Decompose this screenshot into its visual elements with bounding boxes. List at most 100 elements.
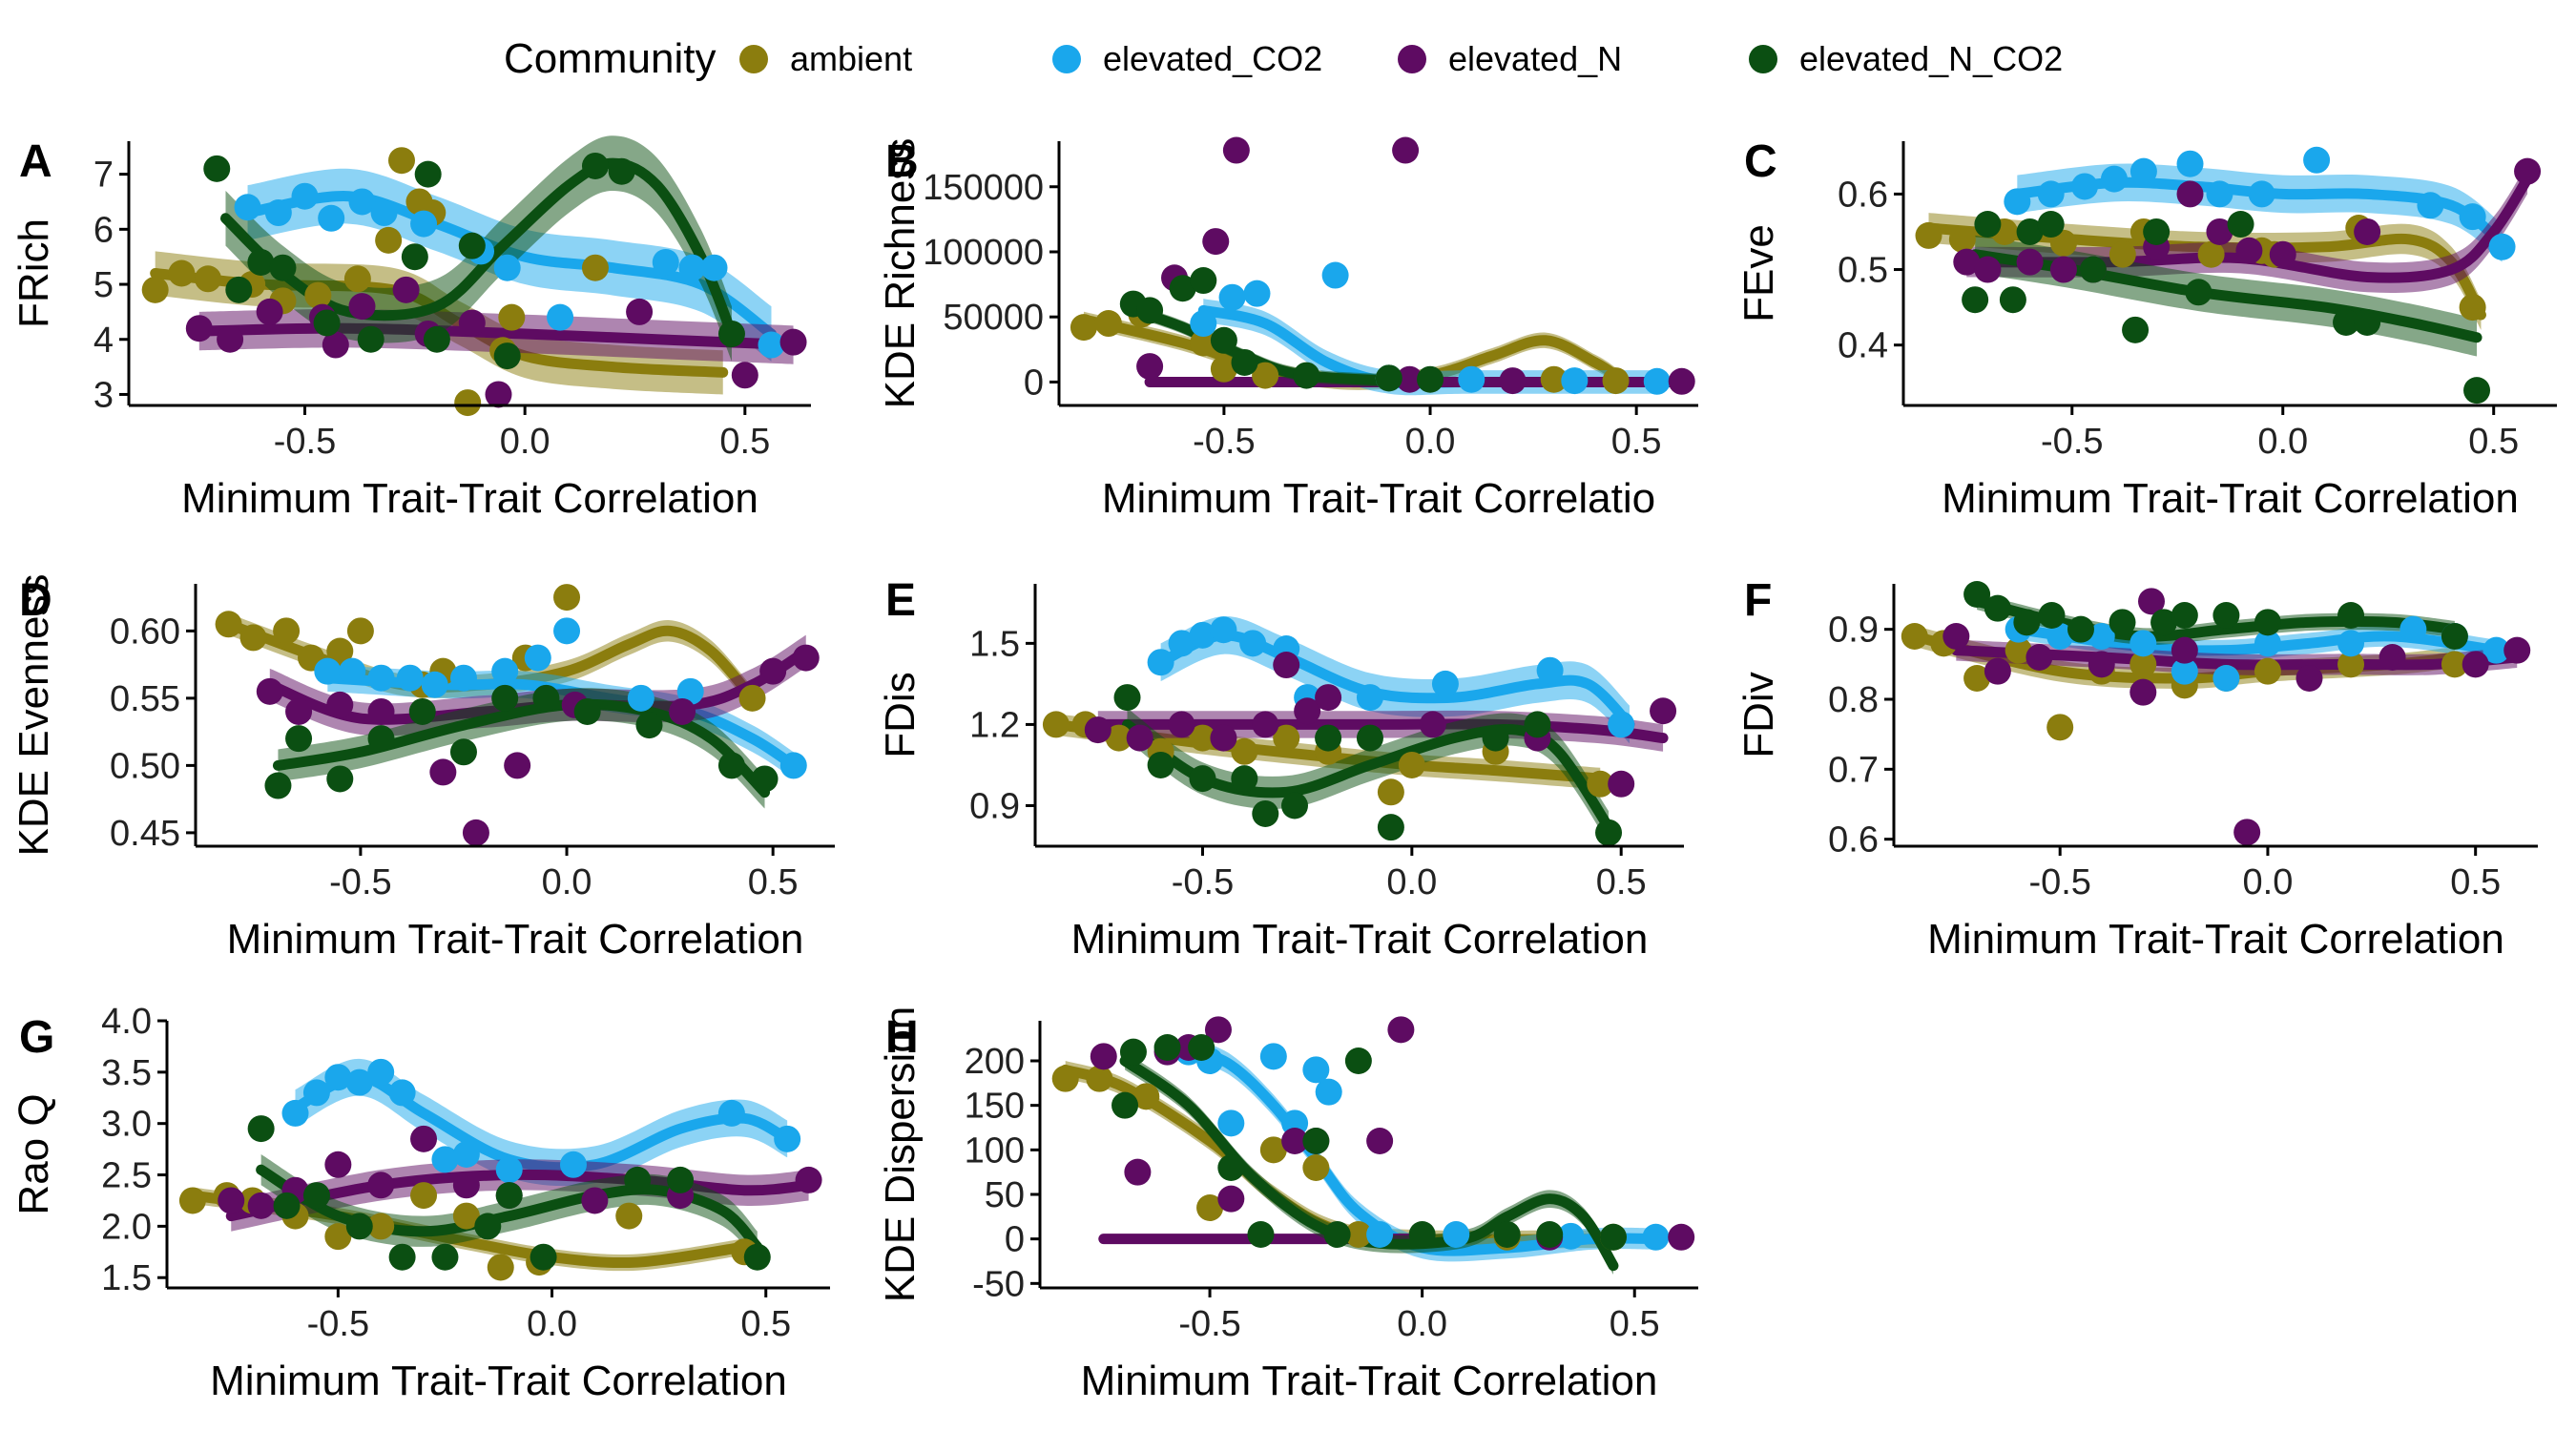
point-B-ambient-0 — [1070, 314, 1097, 342]
point-A-elevated_N-1 — [217, 325, 244, 353]
point-D-elevated_N-0 — [256, 677, 283, 705]
point-F-elevated_N-11 — [2503, 636, 2531, 664]
point-C-elevated_CO2-0 — [2004, 188, 2031, 216]
point-A-elevated_N_CO2-1 — [225, 276, 253, 303]
y-tick-label-A-3: 6 — [93, 210, 114, 250]
point-H-elevated_N-4 — [1204, 1016, 1232, 1044]
legend-title: Community — [504, 35, 717, 82]
point-A-elevated_N_CO2-4 — [313, 309, 341, 337]
point-D-elevated_CO2-2 — [367, 664, 395, 692]
x-tick-label-D-0: -0.5 — [329, 862, 391, 902]
panel-C: -0.5 0.0 0.5 0.4 0.5 0.6 Minimum Trait-Trait C… — [1735, 136, 2557, 522]
panel-E: -0.5 0.0 0.5 0.9 1.2 1.5 Minimum Trait-Trait C… — [877, 575, 1684, 963]
point-C-elevated_CO2-4 — [2129, 157, 2157, 185]
panel-label-C: C — [1744, 136, 1777, 187]
point-F-ambient-0 — [1901, 623, 1928, 650]
y-tick-label-G-2: 2.5 — [101, 1156, 152, 1196]
point-C-elevated_N_CO2-9 — [2227, 211, 2254, 238]
point-H-elevated_N_CO2-4 — [1217, 1154, 1245, 1181]
point-C-elevated_N-6 — [2176, 180, 2204, 208]
point-A-elevated_N_CO2-3 — [269, 254, 297, 281]
point-F-elevated_N_CO2-11 — [2441, 623, 2468, 650]
point-D-elevated_N_CO2-3 — [367, 725, 395, 753]
y-tick-label-B-1: 50000 — [943, 298, 1044, 338]
point-A-elevated_CO2-12 — [700, 254, 728, 281]
point-C-elevated_N-1 — [1974, 256, 2002, 283]
point-A-elevated_CO2-1 — [264, 199, 292, 227]
point-C-elevated_N-7 — [2206, 218, 2233, 245]
point-G-elevated_CO2-3 — [345, 1068, 373, 1096]
legend-key-ambient — [739, 45, 768, 73]
point-E-elevated_N-8 — [1419, 711, 1446, 738]
panel-label-H: H — [885, 1012, 919, 1063]
point-F-elevated_N_CO2-7 — [2171, 602, 2198, 629]
point-B-elevated_N_CO2-1 — [1136, 297, 1164, 324]
point-G-elevated_N_CO2-9 — [624, 1166, 652, 1193]
y-tick-label-F-3: 0.9 — [1828, 611, 1879, 651]
x-tick-label-G-0: -0.5 — [307, 1304, 369, 1344]
point-F-elevated_N_CO2-6 — [2150, 609, 2178, 636]
point-D-elevated_CO2-11 — [779, 752, 807, 779]
point-D-elevated_CO2-3 — [396, 664, 424, 692]
point-E-elevated_N_CO2-11 — [1595, 819, 1623, 846]
point-G-elevated_N-6 — [452, 1172, 480, 1199]
x-tick-label-G-1: 0.0 — [527, 1304, 577, 1344]
point-E-elevated_CO2-3 — [1210, 616, 1237, 644]
point-A-elevated_N-10 — [626, 298, 654, 325]
point-H-elevated_N-1 — [1124, 1158, 1152, 1186]
point-E-elevated_CO2-0 — [1147, 649, 1174, 676]
point-B-ambient-8 — [1602, 367, 1630, 395]
point-H-ambient-4 — [1259, 1136, 1287, 1164]
point-B-elevated_CO2-2 — [1243, 280, 1271, 307]
point-B-elevated_N-3 — [1222, 136, 1250, 164]
point-B-elevated_CO2-5 — [1458, 365, 1485, 393]
y-tick-label-D-2: 0.55 — [110, 679, 180, 719]
point-F-elevated_N_CO2-2 — [2013, 609, 2041, 636]
point-F-elevated_N-5 — [2138, 588, 2165, 615]
point-G-elevated_CO2-7 — [452, 1141, 480, 1168]
point-A-elevated_CO2-8 — [493, 254, 521, 281]
point-C-elevated_N_CO2-3 — [2016, 218, 2044, 245]
y-tick-label-E-2: 1.5 — [969, 624, 1020, 664]
point-A-elevated_CO2-4 — [348, 188, 376, 216]
point-A-elevated_CO2-10 — [652, 248, 679, 276]
y-tick-label-D-3: 0.60 — [110, 612, 180, 652]
point-H-elevated_N-5 — [1217, 1185, 1245, 1213]
point-G-elevated_N_CO2-2 — [302, 1182, 330, 1210]
point-G-ambient-8 — [487, 1254, 514, 1281]
point-A-elevated_N_CO2-13 — [717, 320, 745, 347]
point-H-elevated_N_CO2-2 — [1153, 1034, 1181, 1061]
point-D-elevated_N_CO2-9 — [635, 712, 663, 739]
point-A-elevated_CO2-13 — [758, 331, 785, 359]
point-G-elevated_N-3 — [324, 1151, 352, 1178]
point-E-elevated_CO2-2 — [1189, 621, 1216, 649]
point-D-ambient-4 — [326, 637, 354, 665]
point-A-ambient-14 — [581, 254, 609, 281]
point-C-elevated_N_CO2-4 — [2037, 211, 2065, 238]
point-B-elevated_N_CO2-8 — [1417, 365, 1444, 393]
point-F-elevated_N-2 — [2025, 644, 2053, 671]
point-G-elevated_CO2-1 — [302, 1079, 330, 1107]
point-G-elevated_N_CO2-10 — [667, 1166, 695, 1193]
point-G-elevated_CO2-4 — [367, 1058, 395, 1086]
point-G-elevated_N_CO2-6 — [474, 1213, 502, 1240]
point-C-elevated_CO2-10 — [2459, 203, 2486, 231]
point-F-elevated_N-8 — [2296, 665, 2323, 692]
point-D-elevated_CO2-0 — [314, 657, 342, 685]
point-G-elevated_N-8 — [581, 1187, 609, 1214]
point-F-elevated_N_CO2-4 — [2067, 615, 2094, 643]
point-F-elevated_CO2-7 — [2337, 630, 2365, 657]
point-D-elevated_CO2-8 — [553, 617, 581, 645]
x-tick-label-B-0: -0.5 — [1193, 422, 1255, 462]
point-C-elevated_N-0 — [1953, 248, 1981, 276]
legend-label-elevated_N: elevated_N — [1448, 39, 1622, 78]
point-B-elevated_N-0 — [1136, 353, 1164, 381]
point-G-elevated_N_CO2-8 — [530, 1243, 557, 1271]
point-G-elevated_N_CO2-1 — [273, 1192, 301, 1219]
y-tick-label-F-0: 0.6 — [1828, 820, 1879, 861]
point-C-elevated_N-11 — [2514, 157, 2542, 185]
point-H-elevated_N-0 — [1090, 1043, 1117, 1070]
point-A-elevated_N_CO2-11 — [581, 152, 609, 179]
x-tick-label-E-2: 0.5 — [1596, 862, 1647, 902]
y-tick-label-C-1: 0.5 — [1838, 251, 1888, 291]
